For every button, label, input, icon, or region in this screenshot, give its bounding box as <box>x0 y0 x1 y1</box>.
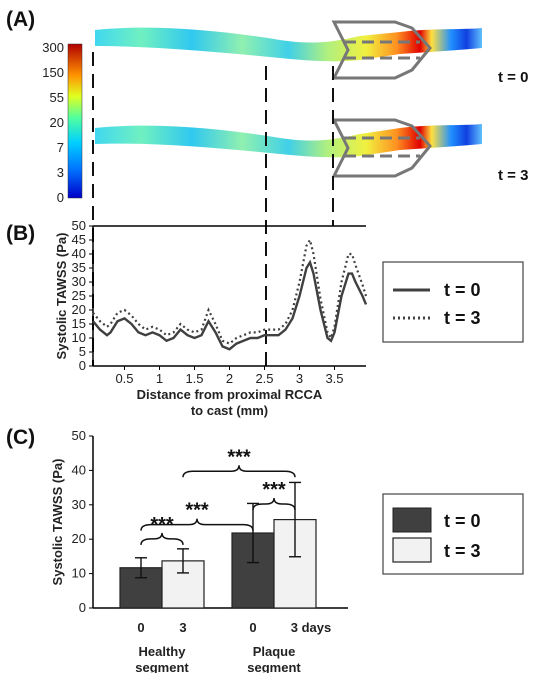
series-line-t0 <box>92 259 368 351</box>
legend-b-t3-label: t = 3 <box>444 308 481 328</box>
significance-bracket <box>252 497 296 511</box>
colorbar-tick-label: 0 <box>57 190 64 205</box>
legend-c: t = 0 t = 3 <box>382 493 524 575</box>
bar-label: 0 <box>137 620 144 635</box>
x-tick-label: 0.5 <box>115 371 133 386</box>
group-label: Healthy <box>139 644 187 659</box>
legend-c-t0-swatch <box>392 507 432 533</box>
panel-b-label: (B) <box>6 222 35 245</box>
y-tick-label: 5 <box>79 344 86 359</box>
y-tick-label: 25 <box>72 288 86 303</box>
group-label: Plaque <box>253 644 296 659</box>
y-tick-label: 10 <box>72 566 86 581</box>
y-axis-label: Systolic TAWSS (Pa) <box>54 233 69 360</box>
bar-label: 0 <box>249 620 256 635</box>
group-label: segment <box>135 660 189 673</box>
y-tick-label: 20 <box>72 531 86 546</box>
x-tick-label: 2 <box>226 371 233 386</box>
x-tick-label: 3.5 <box>325 371 343 386</box>
y-tick-label: 0 <box>79 600 86 615</box>
y-tick-label: 35 <box>72 260 86 275</box>
y-tick-label: 50 <box>72 428 86 443</box>
legend-b-frame <box>382 261 524 343</box>
significance-bracket <box>140 518 254 531</box>
vessel-t3 <box>95 118 482 178</box>
y-tick-label: 40 <box>72 462 86 477</box>
colorbar-tick-label: 55 <box>50 90 64 105</box>
x-tick-label: 2.5 <box>255 371 273 386</box>
group-label: segment <box>247 660 301 673</box>
x-axis-label: Distance from proximal RCCA <box>137 387 323 402</box>
y-tick-label: 30 <box>72 274 86 289</box>
y-tick-label: 45 <box>72 232 86 247</box>
y-tick-label: 10 <box>72 330 86 345</box>
time-label-t3: t = 3 <box>498 167 528 184</box>
y-tick-label: 50 <box>72 218 86 233</box>
significance-bracket <box>182 465 296 478</box>
y-tick-label: 30 <box>72 497 86 512</box>
vessel-t0 <box>95 20 482 80</box>
colorbar-ticks: 300 150 55 20 7 3 0 <box>42 40 64 205</box>
series-line-t3 <box>92 237 368 345</box>
significance-bracket <box>140 532 184 545</box>
colorbar-tick-label: 300 <box>42 40 64 55</box>
bar-label: 3 days <box>291 620 331 635</box>
legend-c-t3-label: t = 3 <box>444 541 481 561</box>
panel-c-label: (C) <box>6 426 35 449</box>
y-axis-label: Systolic TAWSS (Pa) <box>50 459 65 586</box>
y-tick-label: 20 <box>72 302 86 317</box>
bar-label: 3 <box>179 620 186 635</box>
legend-b: t = 0 t = 3 <box>382 261 524 343</box>
x-tick-label: 1.5 <box>185 371 203 386</box>
legend-b-t0-label: t = 0 <box>444 280 481 300</box>
time-label-t0: t = 0 <box>498 69 528 86</box>
panel-a-label: (A) <box>6 8 35 31</box>
x-tick-label: 3 <box>296 371 303 386</box>
x-tick-label: 1 <box>156 371 163 386</box>
colorbar-tick-label: 20 <box>50 115 64 130</box>
colorbar <box>67 43 83 199</box>
colorbar-tick-label: 150 <box>42 65 64 80</box>
legend-c-t0-label: t = 0 <box>444 511 481 531</box>
x-axis-label: to cast (mm) <box>191 403 268 418</box>
colorbar-tick-label: 7 <box>57 140 64 155</box>
significance-stars: *** <box>262 479 286 501</box>
colorbar-tick-label: 3 <box>57 165 64 180</box>
y-tick-label: 40 <box>72 246 86 261</box>
legend-c-t3-swatch <box>392 537 432 563</box>
significance-stars: *** <box>227 446 251 468</box>
y-tick-label: 15 <box>72 316 86 331</box>
significance-stars: *** <box>185 500 209 522</box>
y-tick-label: 0 <box>79 358 86 373</box>
